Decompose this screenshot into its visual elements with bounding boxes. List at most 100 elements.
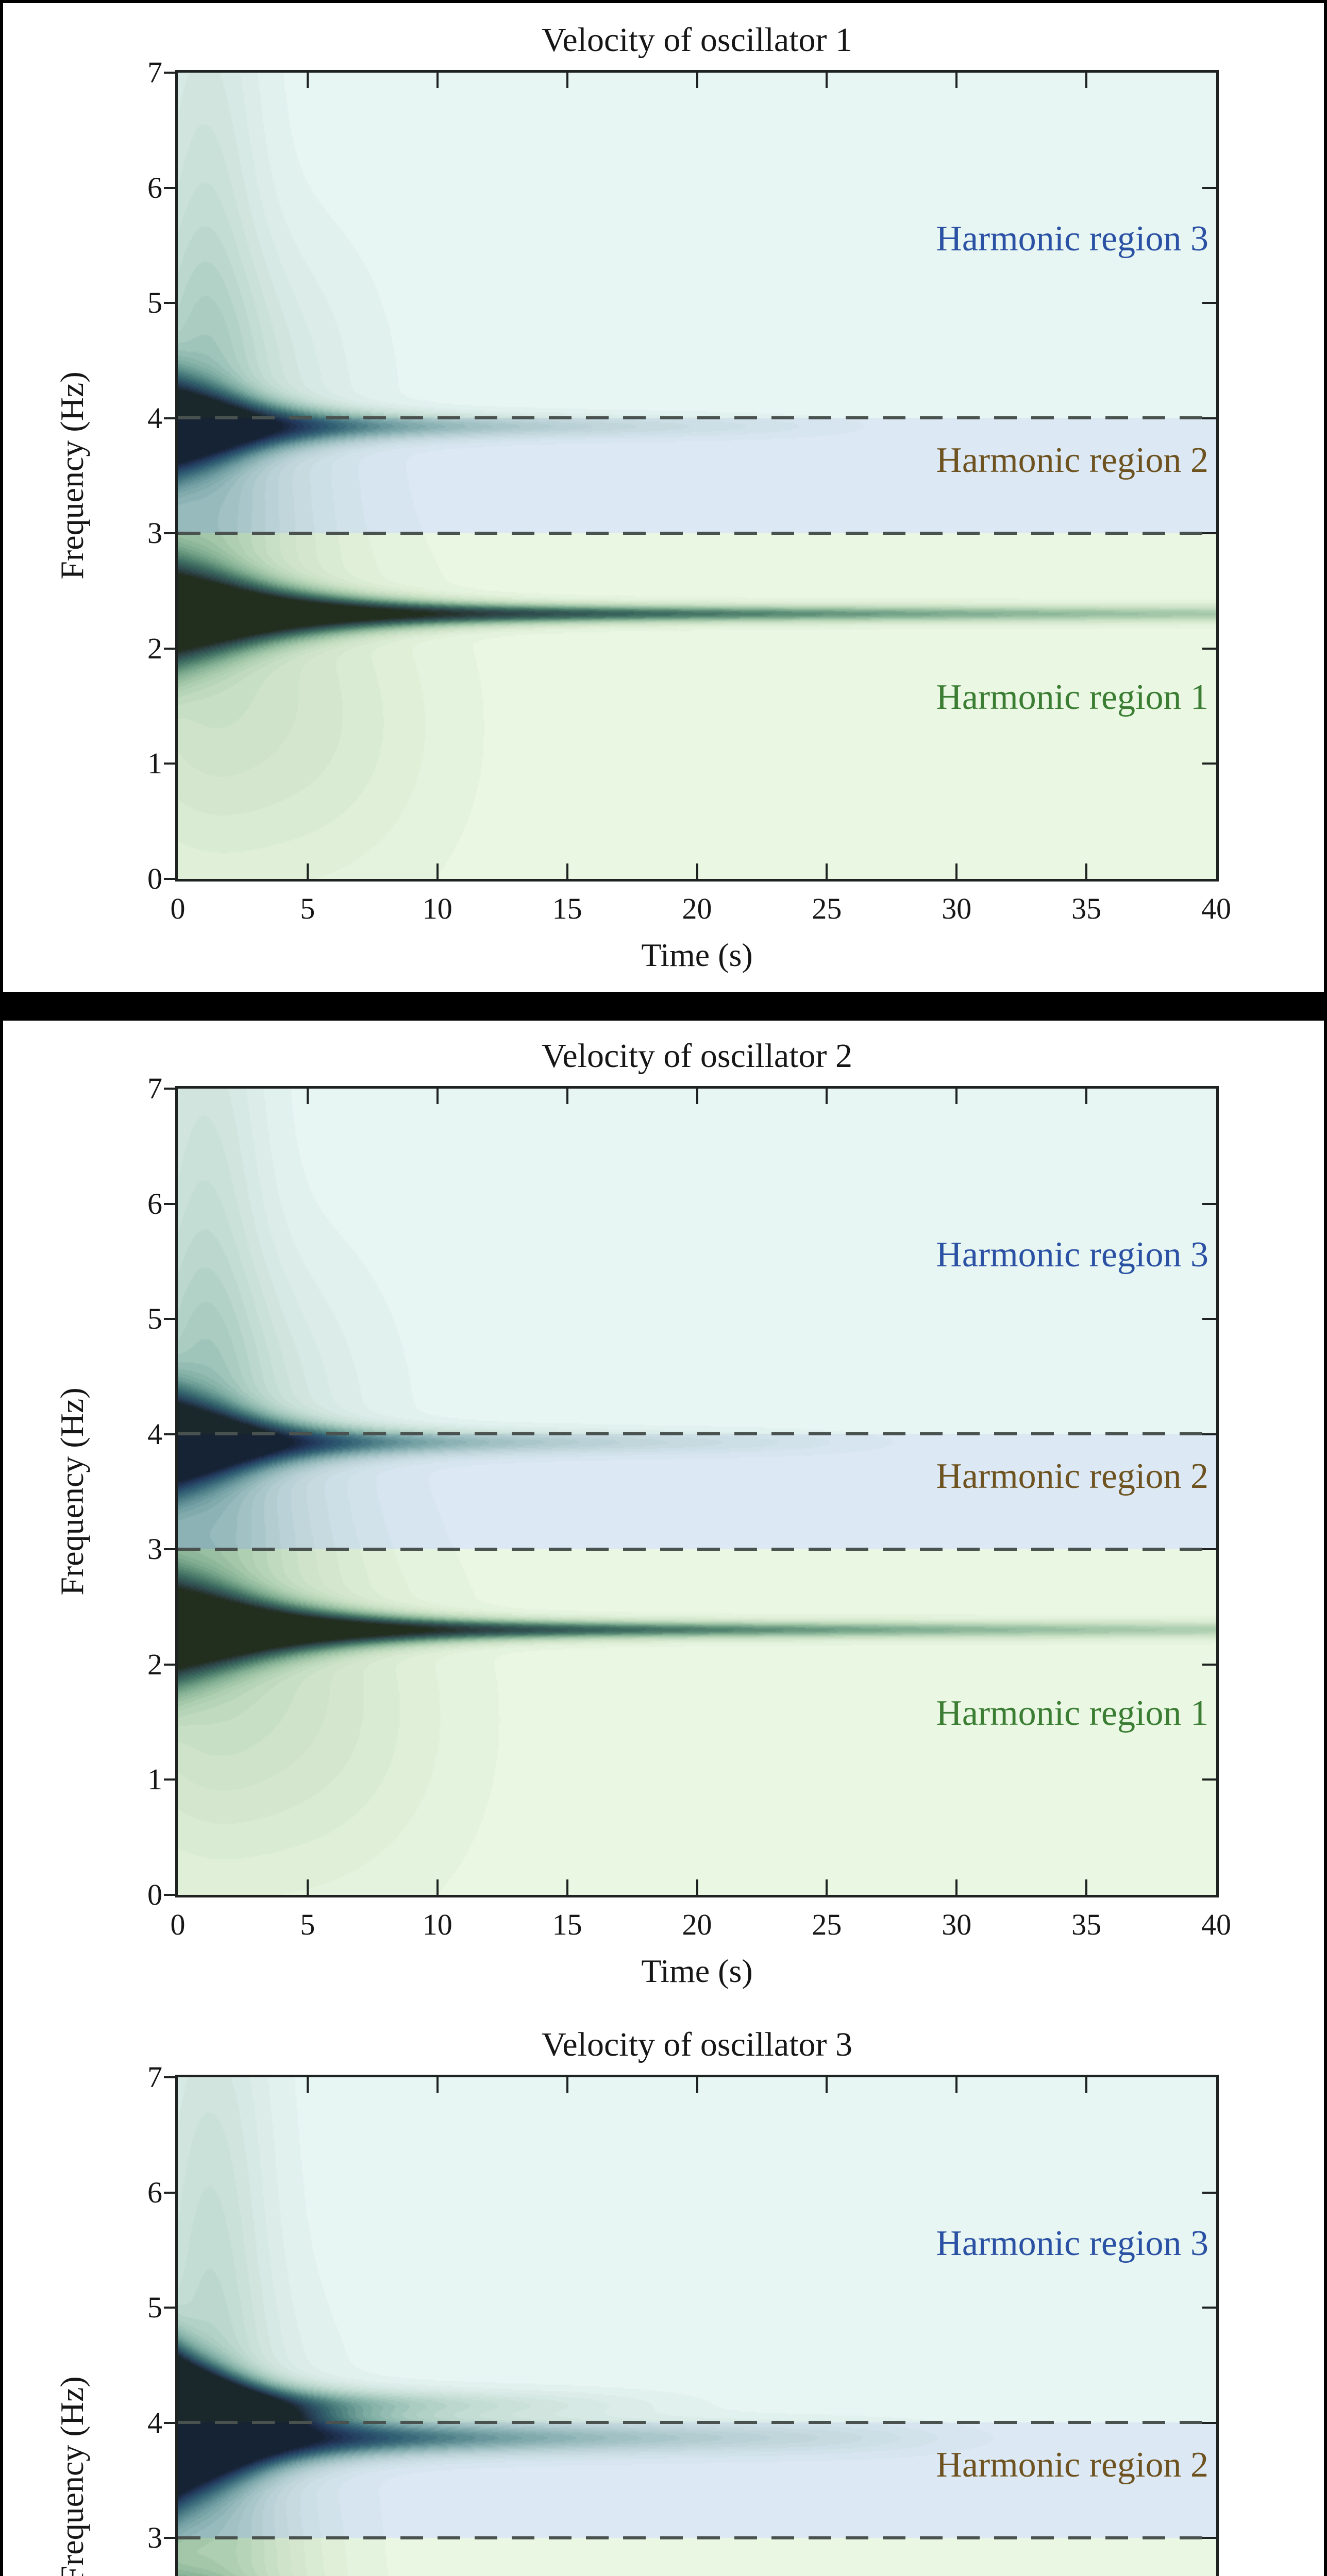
y-tick-mark bbox=[164, 647, 178, 650]
y-tick-label: 4 bbox=[147, 401, 162, 435]
harmonic-region-2-label: Harmonic region 2 bbox=[936, 2445, 1208, 2485]
x-tick-mark bbox=[696, 2077, 698, 2093]
x-axis-label: Time (s) bbox=[641, 1953, 753, 1989]
x-tick-mark bbox=[955, 1089, 958, 1104]
x-tick-label: 5 bbox=[300, 892, 315, 925]
x-tick-mark bbox=[696, 1879, 698, 1895]
x-tick-mark bbox=[436, 1879, 439, 1895]
x-tick-label: 10 bbox=[422, 892, 452, 925]
y-tick-label: 3 bbox=[147, 2521, 162, 2555]
x-tick-label: 5 bbox=[300, 1908, 315, 1941]
plot-oscillator-2: Velocity of oscillator 2 Harmonic region… bbox=[0, 1016, 1327, 2010]
x-tick-mark bbox=[436, 2077, 439, 2093]
x-tick-mark bbox=[696, 73, 698, 88]
x-tick-mark bbox=[1085, 2077, 1088, 2093]
y-tick-mark bbox=[164, 1318, 178, 1320]
x-tick-label: 35 bbox=[1071, 1908, 1102, 1941]
x-tick-label: 30 bbox=[942, 1908, 972, 1941]
y-tick-label: 0 bbox=[147, 862, 162, 895]
x-tick-label: 15 bbox=[552, 892, 582, 925]
x-tick-label: 20 bbox=[682, 892, 712, 925]
y-tick-mark bbox=[1202, 1663, 1216, 1666]
plot-oscillator-1: Velocity of oscillator 1 Harmonic region… bbox=[0, 0, 1327, 994]
x-tick-mark bbox=[436, 863, 439, 879]
x-tick-mark bbox=[955, 73, 958, 88]
x-tick-label: 35 bbox=[1071, 892, 1102, 925]
harmonic-region-1-label: Harmonic region 1 bbox=[936, 1693, 1208, 1733]
harmonic-region-3-label: Harmonic region 3 bbox=[936, 2224, 1208, 2263]
y-tick-mark bbox=[164, 878, 178, 880]
y-tick-mark bbox=[1202, 1318, 1216, 1320]
y-tick-mark bbox=[1202, 647, 1216, 650]
panel-separator-bar bbox=[0, 992, 1327, 1021]
x-tick-mark bbox=[306, 1089, 309, 1104]
y-tick-mark bbox=[164, 1088, 178, 1090]
x-tick-mark bbox=[566, 863, 568, 879]
y-tick-mark bbox=[1202, 187, 1216, 189]
x-tick-label: 40 bbox=[1201, 1908, 1231, 1941]
y-tick-mark bbox=[1202, 2191, 1216, 2194]
x-tick-label: 25 bbox=[812, 1908, 842, 1941]
spectrogram-canvas bbox=[178, 1089, 1216, 1895]
y-tick-label: 6 bbox=[147, 171, 162, 205]
x-tick-mark bbox=[826, 73, 828, 88]
y-tick-label: 5 bbox=[147, 2291, 162, 2325]
x-tick-mark bbox=[826, 1089, 828, 1104]
x-tick-label: 40 bbox=[1201, 892, 1231, 925]
plot-axes-area: Harmonic region 3 Harmonic region 2 Harm… bbox=[54, 57, 1231, 924]
plot-title: Velocity of oscillator 3 bbox=[541, 2026, 853, 2063]
x-tick-mark bbox=[696, 1089, 698, 1104]
y-tick-mark bbox=[164, 762, 178, 765]
plot-oscillator-3: Velocity of oscillator 3 Harmonic region… bbox=[0, 2005, 1327, 2576]
y-tick-label: 6 bbox=[147, 1187, 162, 1221]
x-tick-mark bbox=[1085, 1879, 1088, 1895]
y-tick-mark bbox=[1202, 1548, 1216, 1551]
y-tick-mark bbox=[164, 2537, 178, 2539]
spectrogram-canvas bbox=[178, 2077, 1216, 2576]
x-tick-label: 15 bbox=[552, 1908, 582, 1941]
y-tick-label: 4 bbox=[147, 2405, 162, 2439]
harmonic-region-2-label: Harmonic region 2 bbox=[936, 440, 1208, 480]
y-tick-mark bbox=[1202, 1202, 1216, 1205]
x-tick-mark bbox=[1085, 73, 1088, 88]
y-tick-mark bbox=[164, 187, 178, 189]
x-tick-mark bbox=[566, 2077, 568, 2093]
x-tick-mark bbox=[566, 73, 568, 88]
x-tick-mark bbox=[826, 1879, 828, 1895]
x-tick-mark bbox=[696, 863, 698, 879]
x-tick-mark bbox=[1085, 1089, 1088, 1104]
plot-title: Velocity of oscillator 2 bbox=[541, 1037, 853, 1075]
y-tick-mark bbox=[1202, 417, 1216, 419]
harmonic-region-1-label: Harmonic region 1 bbox=[936, 677, 1208, 717]
y-tick-label: 4 bbox=[147, 1417, 162, 1451]
y-tick-mark bbox=[1202, 532, 1216, 535]
y-tick-mark bbox=[164, 1433, 178, 1435]
y-tick-label: 2 bbox=[147, 1647, 162, 1681]
y-tick-label: 1 bbox=[147, 747, 162, 781]
x-tick-mark bbox=[566, 1879, 568, 1895]
y-tick-mark bbox=[164, 72, 178, 74]
y-tick-mark bbox=[164, 1202, 178, 1205]
x-tick-mark bbox=[306, 2077, 309, 2093]
y-tick-mark bbox=[164, 2191, 178, 2194]
x-tick-label: 30 bbox=[942, 892, 972, 925]
y-tick-mark bbox=[164, 1548, 178, 1551]
y-tick-mark bbox=[164, 2307, 178, 2309]
y-tick-label: 7 bbox=[147, 2060, 162, 2094]
x-tick-label: 25 bbox=[812, 892, 842, 925]
y-tick-mark bbox=[1202, 2421, 1216, 2424]
plot-axes-area: Harmonic region 3 Harmonic region 2 Harm… bbox=[54, 2062, 1219, 2576]
plot-title: Velocity of oscillator 1 bbox=[541, 21, 853, 59]
x-tick-mark bbox=[955, 2077, 958, 2093]
y-tick-mark bbox=[1202, 2537, 1216, 2539]
y-tick-label: 2 bbox=[147, 631, 162, 665]
x-tick-mark bbox=[436, 1089, 439, 1104]
x-tick-label: 0 bbox=[170, 1908, 186, 1941]
y-tick-mark bbox=[1202, 762, 1216, 765]
spectrogram-canvas bbox=[178, 73, 1216, 879]
x-axis-label: Time (s) bbox=[641, 937, 753, 973]
x-tick-mark bbox=[306, 863, 309, 879]
x-tick-mark bbox=[436, 73, 439, 88]
x-tick-label: 20 bbox=[682, 1908, 712, 1941]
